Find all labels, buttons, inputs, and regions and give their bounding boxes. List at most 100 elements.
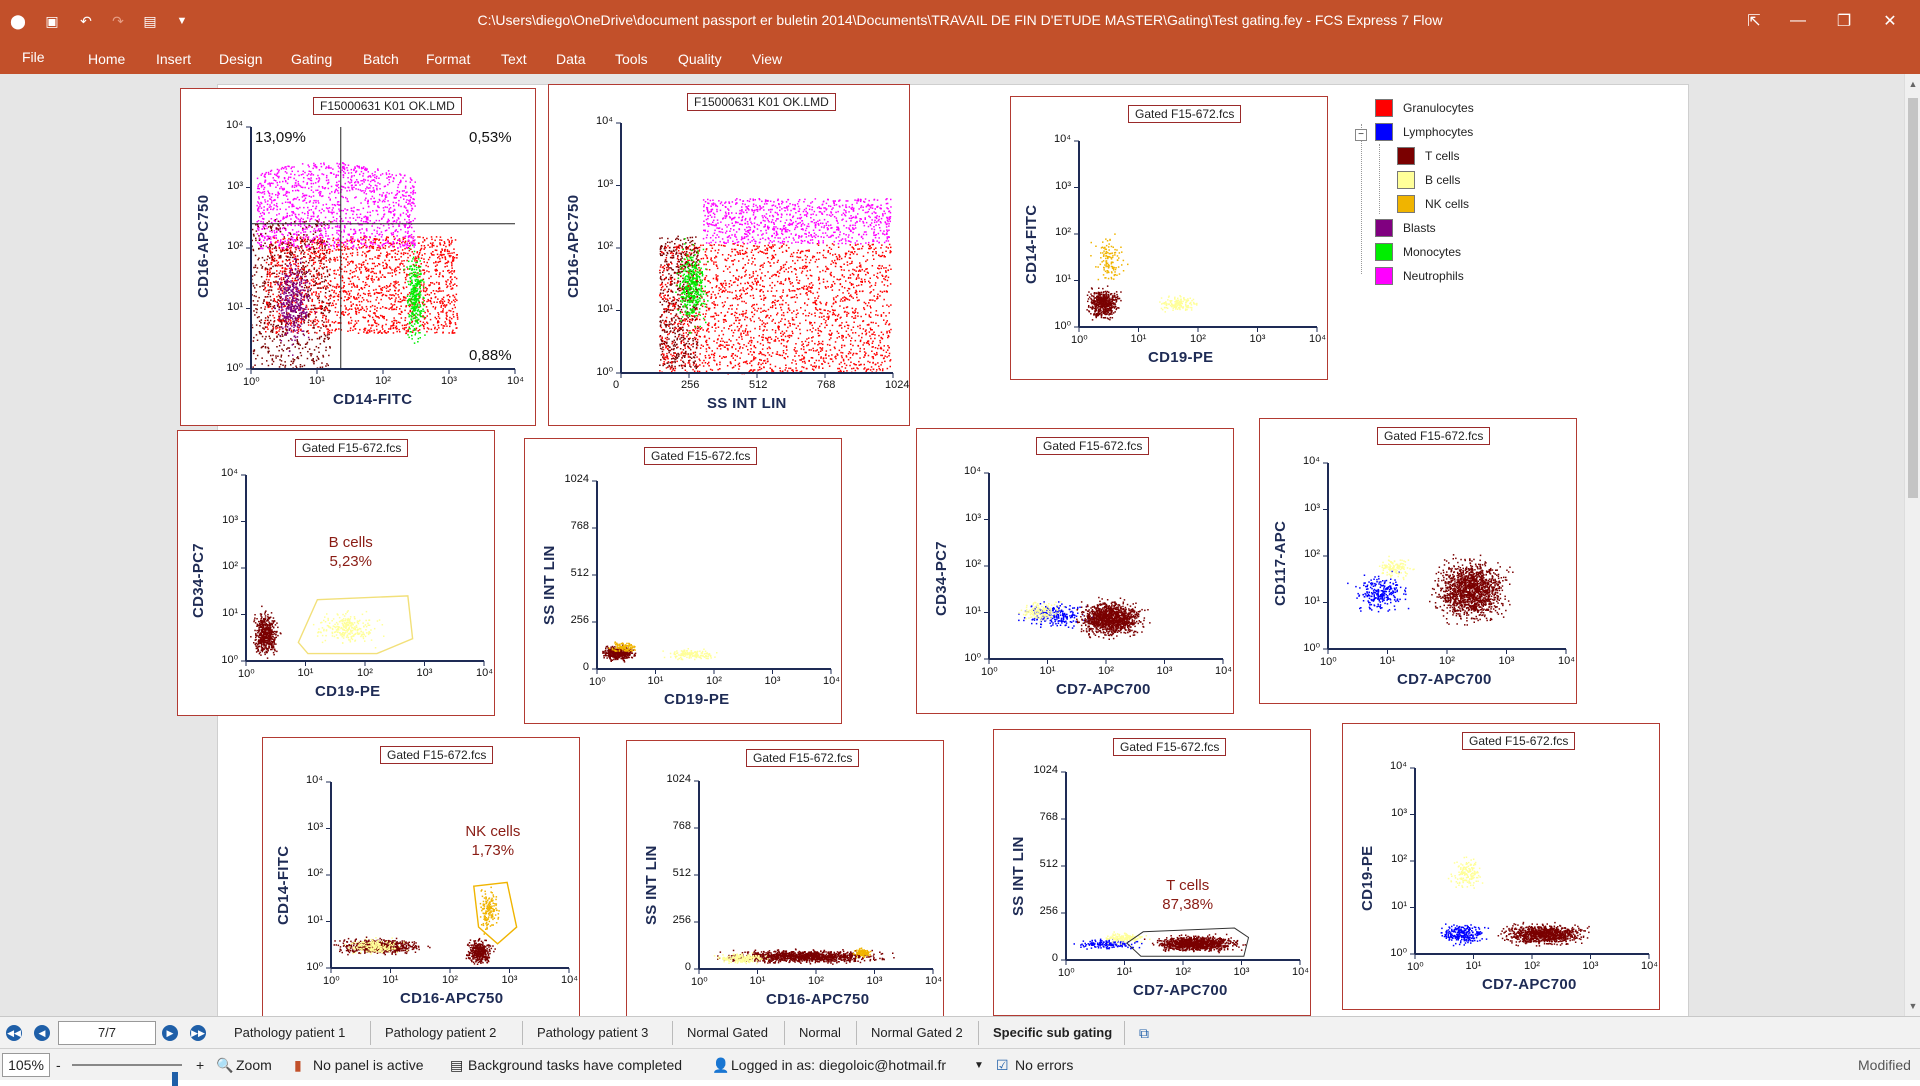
last-page-icon[interactable]: ▶▶ bbox=[190, 1025, 206, 1041]
x-axis-label[interactable]: CD7-APC700 bbox=[1133, 982, 1228, 999]
add-page-icon[interactable]: ⧉ bbox=[1124, 1021, 1149, 1045]
legend-swatch bbox=[1375, 99, 1393, 117]
legend-item-nk-cells[interactable]: NK cells bbox=[1397, 194, 1469, 214]
menu-tools[interactable]: Tools bbox=[615, 51, 648, 67]
zoom-label[interactable]: Zoom bbox=[236, 1057, 272, 1073]
tab-normal[interactable]: Normal bbox=[784, 1021, 841, 1045]
y-axis-label[interactable]: SS INT LIN bbox=[1010, 836, 1027, 916]
x-axis-label[interactable]: CD19-PE bbox=[664, 691, 729, 708]
plot-title[interactable]: Gated F15-672.fcs bbox=[1377, 427, 1490, 445]
y-axis-label[interactable]: CD117-APC bbox=[1272, 521, 1289, 606]
x-axis-label[interactable]: CD16-APC750 bbox=[400, 990, 503, 1007]
menu-quality[interactable]: Quality bbox=[678, 51, 722, 67]
legend-item-t-cells[interactable]: T cells bbox=[1397, 146, 1459, 166]
legend-item-monocytes[interactable]: Monocytes bbox=[1375, 242, 1461, 262]
tab-normal-gated-2[interactable]: Normal Gated 2 bbox=[856, 1021, 963, 1045]
x-axis-label[interactable]: SS INT LIN bbox=[707, 395, 787, 412]
zoom-out-button[interactable]: - bbox=[56, 1057, 61, 1073]
scrollbar-thumb[interactable] bbox=[1908, 98, 1918, 498]
zoom-icon[interactable]: 🔍 bbox=[216, 1057, 233, 1074]
menu-format[interactable]: Format bbox=[426, 51, 470, 67]
y-axis-label[interactable]: CD16-APC750 bbox=[195, 195, 212, 298]
login-dropdown-icon[interactable]: ▼ bbox=[974, 1060, 984, 1071]
minimize-button[interactable]: — bbox=[1780, 8, 1816, 34]
x-tick-label: 10² bbox=[442, 974, 458, 986]
collapse-icon[interactable]: − bbox=[1355, 129, 1367, 141]
plot-title[interactable]: Gated F15-672.fcs bbox=[295, 439, 408, 457]
x-axis-label[interactable]: CD19-PE bbox=[315, 683, 380, 700]
menu-gating[interactable]: Gating bbox=[291, 51, 332, 67]
legend-item-blasts[interactable]: Blasts bbox=[1375, 218, 1436, 238]
menu-view[interactable]: View bbox=[752, 51, 782, 67]
y-axis-label[interactable]: CD16-APC750 bbox=[565, 195, 582, 298]
plot-title[interactable]: Gated F15-672.fcs bbox=[1462, 732, 1575, 750]
legend-item-b-cells[interactable]: B cells bbox=[1397, 170, 1460, 190]
plot-title[interactable]: Gated F15-672.fcs bbox=[746, 749, 859, 767]
menu-file[interactable]: File bbox=[22, 49, 45, 65]
menu-batch[interactable]: Batch bbox=[363, 51, 399, 67]
ribbon-display-icon[interactable]: ⇱ bbox=[1736, 8, 1772, 34]
menu-data[interactable]: Data bbox=[556, 51, 586, 67]
tab-pathology-patient-3[interactable]: Pathology patient 3 bbox=[522, 1021, 648, 1045]
plot-title[interactable]: Gated F15-672.fcs bbox=[644, 447, 757, 465]
zoom-slider-knob[interactable] bbox=[172, 1072, 178, 1086]
y-axis-label[interactable]: CD19-PE bbox=[1359, 846, 1376, 911]
tab-pathology-patient-2[interactable]: Pathology patient 2 bbox=[370, 1021, 496, 1045]
y-axis-label[interactable]: SS INT LIN bbox=[541, 545, 558, 625]
close-button[interactable]: ✕ bbox=[1872, 8, 1908, 34]
plot-title[interactable]: F15000631 K01 OK.LMD bbox=[313, 97, 462, 115]
plot-title[interactable]: Gated F15-672.fcs bbox=[380, 746, 493, 764]
plot-title[interactable]: F15000631 K01 OK.LMD bbox=[687, 93, 836, 111]
y-axis-label[interactable]: CD14-FITC bbox=[1023, 205, 1040, 284]
menu-insert[interactable]: Insert bbox=[156, 51, 191, 67]
legend-item-lymphocytes[interactable]: Lymphocytes bbox=[1375, 122, 1473, 142]
y-axis-label[interactable]: CD14-FITC bbox=[275, 846, 292, 925]
scroll-up-icon[interactable]: ▲ bbox=[1905, 76, 1920, 92]
y-axis-label[interactable]: SS INT LIN bbox=[643, 845, 660, 925]
legend-item-neutrophils[interactable]: Neutrophils bbox=[1375, 266, 1464, 286]
previous-page-icon[interactable]: ◀ bbox=[34, 1025, 50, 1041]
vertical-scrollbar[interactable]: ▲ ▼ bbox=[1904, 74, 1920, 1016]
tab-normal-gated[interactable]: Normal Gated bbox=[672, 1021, 768, 1045]
x-axis-label[interactable]: CD7-APC700 bbox=[1482, 976, 1577, 993]
plot-title[interactable]: Gated F15-672.fcs bbox=[1128, 105, 1241, 123]
x-axis-label[interactable]: CD16-APC750 bbox=[766, 991, 869, 1008]
scroll-down-icon[interactable]: ▼ bbox=[1905, 998, 1920, 1014]
page-indicator[interactable]: 7/7 bbox=[58, 1021, 156, 1045]
x-axis-label[interactable]: CD19-PE bbox=[1148, 349, 1213, 366]
zoom-input[interactable]: 105% bbox=[2, 1053, 50, 1077]
tab-pathology-patient-1[interactable]: Pathology patient 1 bbox=[220, 1021, 345, 1045]
zoom-slider[interactable] bbox=[72, 1064, 182, 1066]
checkbox-icon[interactable]: ☑ bbox=[996, 1057, 1009, 1074]
plot-title[interactable]: Gated F15-672.fcs bbox=[1113, 738, 1226, 756]
restore-button[interactable]: ❐ bbox=[1826, 8, 1862, 34]
plot-title[interactable]: Gated F15-672.fcs bbox=[1036, 437, 1149, 455]
first-page-icon[interactable]: ◀◀ bbox=[6, 1025, 22, 1041]
x-axis-label[interactable]: CD14-FITC bbox=[333, 391, 412, 408]
zoom-in-button[interactable]: + bbox=[196, 1057, 204, 1073]
x-axis-label[interactable]: CD7-APC700 bbox=[1397, 671, 1492, 688]
y-axis-label[interactable]: CD34-PC7 bbox=[190, 543, 207, 618]
menu-design[interactable]: Design bbox=[219, 51, 263, 67]
y-axis-label[interactable]: CD34-PC7 bbox=[933, 541, 950, 616]
x-axis-label[interactable]: CD7-APC700 bbox=[1056, 681, 1151, 698]
next-page-icon[interactable]: ▶ bbox=[162, 1025, 178, 1041]
menu-text[interactable]: Text bbox=[501, 51, 527, 67]
tab-specific-sub-gating[interactable]: Specific sub gating bbox=[978, 1021, 1112, 1045]
menu-home[interactable]: Home bbox=[88, 51, 125, 67]
legend-item-granulocytes[interactable]: Granulocytes bbox=[1375, 98, 1474, 118]
